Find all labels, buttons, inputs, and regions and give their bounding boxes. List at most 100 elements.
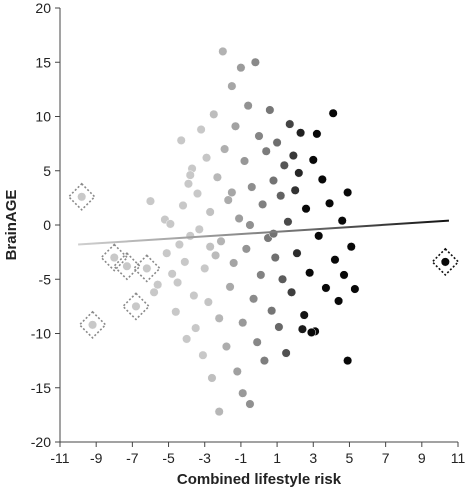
data-point [247,182,257,192]
data-point [270,252,280,263]
data-point [209,109,219,119]
data-point [220,144,230,154]
x-tick-label: -3 [199,450,212,466]
y-tick-label: -20 [31,434,51,450]
x-tick-label: 1 [273,450,281,466]
data-point [288,151,298,161]
data-point [223,195,233,205]
data-point [221,341,231,352]
data-point [258,199,268,209]
y-ticks: -20 -15 -10 -5 0 5 10 15 20 [31,0,60,450]
data-point [290,185,300,195]
data-point [268,229,279,239]
y-tick-label: -10 [31,326,51,342]
y-tick-label: 20 [35,0,51,16]
trend-line [78,219,450,246]
data-point [256,270,266,280]
highlight-diamond [431,247,460,277]
data-point [343,356,353,366]
data-point [261,146,271,156]
data-point [234,213,244,224]
highlight-markers [67,182,460,339]
data-point [214,313,224,323]
data-point [325,198,335,208]
data-point [185,170,195,180]
data-point [245,399,255,409]
data-point [218,46,228,56]
data-point [250,57,260,67]
y-tick-label: 5 [43,163,51,179]
data-point [305,268,315,278]
data-point [299,310,309,320]
data-point [189,290,199,301]
data-point [167,269,177,279]
data-point [238,388,248,398]
data-point [185,231,195,241]
data-point [142,263,152,273]
data-point [200,263,210,273]
data-point [77,192,87,202]
x-tick-label: -11 [50,450,69,466]
data-point [343,187,353,197]
data-point [178,200,188,211]
data-point [249,294,259,304]
data-point [238,318,248,328]
data-point [301,204,311,214]
x-tick-label: 9 [418,450,426,466]
data-point [287,287,297,297]
data-point [230,121,241,131]
x-tick-label: 11 [451,450,466,466]
data-point [122,261,132,271]
data-point [241,244,251,254]
data-point [346,242,356,252]
data-point [283,217,293,227]
data-point [259,356,269,366]
data-point [330,255,340,265]
data-point [196,124,206,135]
y-tick-label: 15 [35,54,51,70]
x-tick-label: 7 [382,450,390,466]
data-point [216,236,226,246]
data-point [153,280,163,290]
data-point [277,274,288,284]
data-point [276,191,286,201]
data-point [229,258,239,268]
y-tick-label: -15 [31,380,51,396]
data-point [339,270,349,280]
data-point [317,174,327,184]
data-point [198,350,208,360]
data-point [88,320,98,330]
axes [59,8,458,443]
data-point [173,277,183,288]
highlight-diamond [67,182,96,211]
data-point [176,135,186,145]
data-point [207,373,217,383]
highlight-diamond [132,254,161,283]
data-point [292,248,302,258]
data-point [162,248,172,258]
data-point [268,175,279,186]
data-point [236,63,246,73]
data-point [212,172,222,182]
data-point [274,322,284,332]
data-point [314,231,324,241]
data-point [337,216,347,226]
y-tick-label: -5 [39,271,52,287]
x-ticks: -11 -9 -7 -5 -3 -1 1 3 5 7 9 11 [50,442,465,466]
data-point [227,81,237,91]
data-point [440,257,450,267]
x-tick-label: -1 [235,450,248,466]
data-point [201,153,212,163]
data-point [192,188,203,199]
x-axis-title: Combined lifestyle risk [177,471,342,488]
data-point [285,119,295,129]
data-point [165,219,175,229]
data-point [180,257,190,267]
y-tick-label: 10 [35,109,51,125]
x-tick-label: 3 [309,450,317,466]
y-axis-title: BrainAGE [3,190,20,261]
data-point [203,297,213,307]
data-point [296,128,306,138]
data-point [232,366,242,377]
data-point [350,284,360,294]
